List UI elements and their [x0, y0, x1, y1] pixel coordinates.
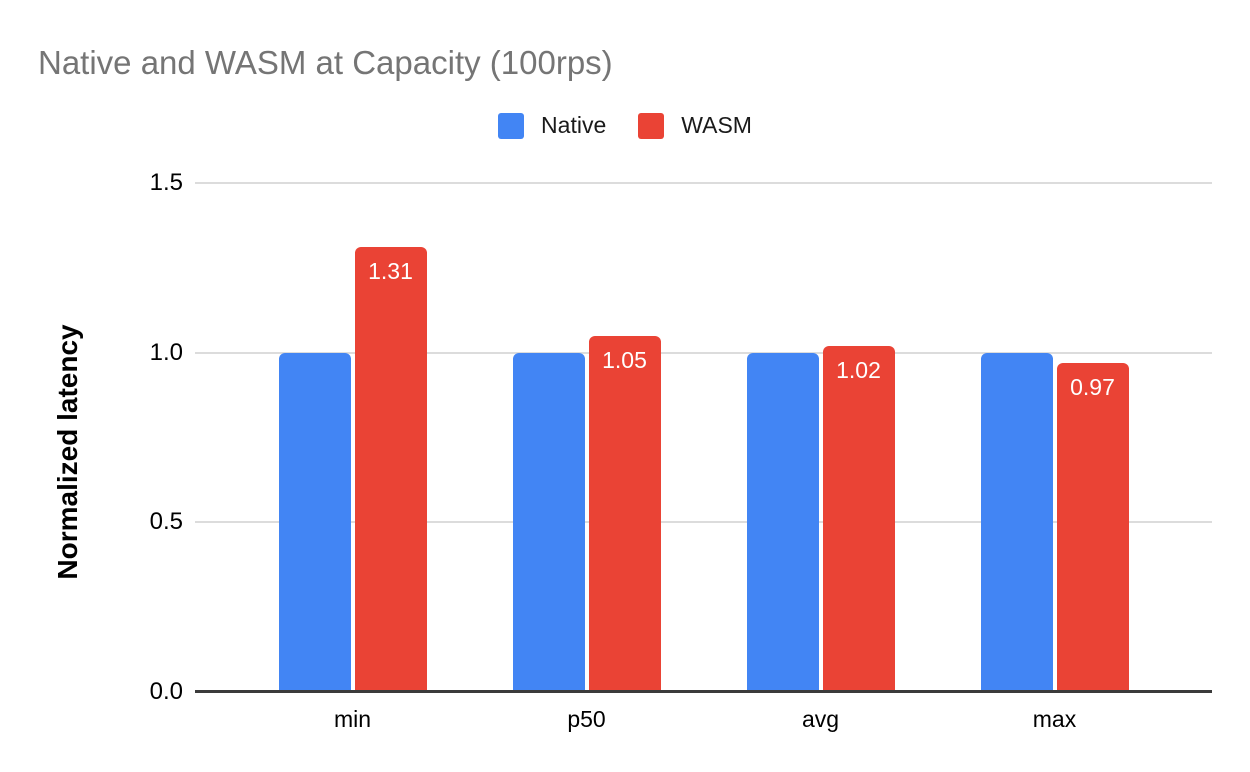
bar-native-avg	[746, 352, 819, 692]
bar-native-min	[278, 352, 351, 692]
gridline-1.5	[195, 182, 1212, 184]
bar-label-wasm-max: 0.97	[1070, 373, 1115, 400]
y-tick-label-1.5: 1.5	[149, 169, 183, 196]
plot-area: 0.0 0.5 1.0 1.5 1.31 min 1.05 p50 1.02 avg 0.97 max	[150, 169, 1212, 732]
y-tick-label-0.0: 0.0	[149, 678, 183, 705]
x-axis-line	[195, 690, 1212, 693]
bar-wasm-min: 1.31	[354, 247, 427, 692]
chart-title: Native and WASM at Capacity (100rps)	[38, 44, 613, 81]
bar-native-max	[980, 352, 1053, 692]
bar-label-wasm-min: 1.31	[368, 258, 413, 285]
bar-label-wasm-avg: 1.02	[836, 356, 881, 383]
legend-swatch-wasm	[638, 112, 665, 139]
bar-wasm-avg: 1.02	[822, 345, 895, 692]
x-label-min: min	[333, 706, 372, 732]
y-tick-label-0.5: 0.5	[149, 508, 183, 536]
bar-native-p50	[512, 352, 585, 692]
legend-label-wasm: WASM	[681, 112, 752, 138]
x-label-avg: avg	[801, 706, 840, 732]
gridline-1.0	[195, 351, 1212, 354]
legend-label-native: Native	[541, 112, 607, 138]
y-tick-label-1.0: 1.0	[149, 338, 183, 366]
legend: Native WASM	[0, 112, 1250, 139]
legend-swatch-native	[498, 112, 525, 139]
legend-item-native: Native	[498, 112, 606, 139]
bar-wasm-max: 0.97	[1056, 362, 1129, 692]
bar-label-wasm-p50: 1.05	[602, 346, 647, 373]
gridline-0.5	[195, 521, 1212, 524]
x-label-p50: p50	[567, 706, 606, 732]
x-label-max: max	[1032, 706, 1077, 732]
bar-wasm-p50: 1.05	[588, 335, 661, 692]
legend-item-wasm: WASM	[638, 112, 752, 139]
